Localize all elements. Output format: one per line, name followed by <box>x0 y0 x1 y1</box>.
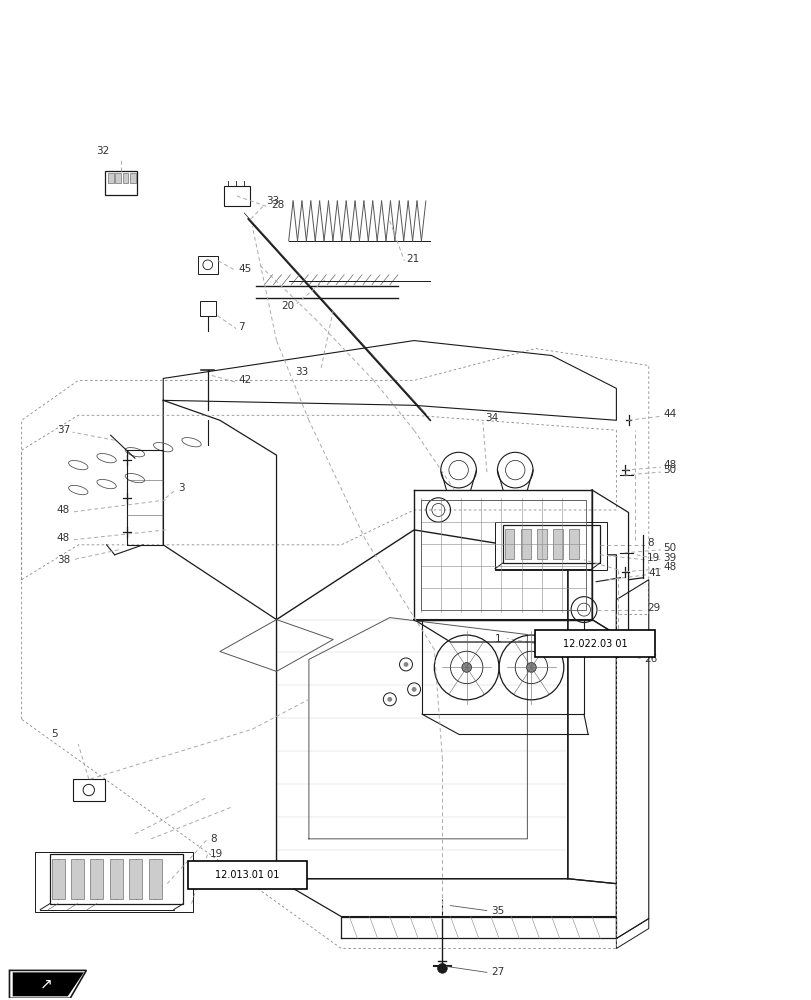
Bar <box>115 173 121 183</box>
Text: 8: 8 <box>646 538 653 548</box>
Bar <box>198 256 218 274</box>
Circle shape <box>403 662 408 667</box>
Text: 42: 42 <box>238 375 251 385</box>
Text: 35: 35 <box>491 906 504 916</box>
Text: 48: 48 <box>663 460 676 470</box>
Bar <box>50 854 183 904</box>
Bar <box>90 859 103 899</box>
Text: 39: 39 <box>663 553 676 563</box>
Circle shape <box>411 687 416 692</box>
Bar <box>72 779 105 801</box>
Bar <box>521 529 530 559</box>
Polygon shape <box>10 970 86 998</box>
Bar <box>129 859 142 899</box>
Bar <box>130 173 135 183</box>
Text: 32: 32 <box>96 146 109 156</box>
Text: 48: 48 <box>57 505 70 515</box>
Text: 19: 19 <box>646 553 659 563</box>
Text: 44: 44 <box>663 409 676 419</box>
Bar <box>122 173 128 183</box>
Bar <box>569 529 578 559</box>
Text: 8: 8 <box>210 834 217 844</box>
Text: 12.022.03 01: 12.022.03 01 <box>562 639 627 649</box>
Text: 19: 19 <box>210 849 223 859</box>
Text: 38: 38 <box>57 555 70 565</box>
Text: ↗: ↗ <box>40 977 52 992</box>
Text: 34: 34 <box>485 413 498 423</box>
Bar <box>51 859 64 899</box>
Bar <box>536 529 546 559</box>
Circle shape <box>526 663 535 672</box>
Bar <box>504 529 514 559</box>
Text: 50: 50 <box>663 465 676 475</box>
Text: 28: 28 <box>271 200 284 210</box>
Text: 37: 37 <box>57 425 70 435</box>
Text: 29: 29 <box>646 603 659 613</box>
Bar <box>148 859 161 899</box>
Text: 27: 27 <box>491 967 504 977</box>
Bar <box>420 500 585 610</box>
Text: 26: 26 <box>644 654 657 664</box>
Bar <box>105 171 137 195</box>
Text: 33: 33 <box>295 367 308 377</box>
Text: 12.013.01 01: 12.013.01 01 <box>215 870 279 880</box>
Text: 41: 41 <box>648 568 661 578</box>
Bar <box>36 852 193 912</box>
Text: 3: 3 <box>178 483 184 493</box>
Text: 1: 1 <box>494 634 501 644</box>
Bar <box>503 525 599 563</box>
Text: 50: 50 <box>663 543 676 553</box>
Circle shape <box>461 663 471 672</box>
Text: 5: 5 <box>51 729 58 739</box>
Circle shape <box>387 697 392 702</box>
Bar <box>534 630 654 657</box>
Bar <box>109 859 122 899</box>
Text: 48: 48 <box>663 562 676 572</box>
Text: 21: 21 <box>406 254 418 264</box>
Text: 48: 48 <box>57 533 70 543</box>
Text: 20: 20 <box>281 301 294 311</box>
Bar <box>495 522 606 570</box>
Bar <box>108 173 114 183</box>
Bar <box>552 529 562 559</box>
Text: 7: 7 <box>238 322 245 332</box>
Polygon shape <box>13 972 84 996</box>
Bar <box>200 301 216 316</box>
Bar <box>187 861 307 889</box>
Bar <box>224 186 250 206</box>
Text: 45: 45 <box>238 264 251 274</box>
Bar <box>71 859 84 899</box>
Circle shape <box>437 964 447 973</box>
Text: 33: 33 <box>266 196 279 206</box>
